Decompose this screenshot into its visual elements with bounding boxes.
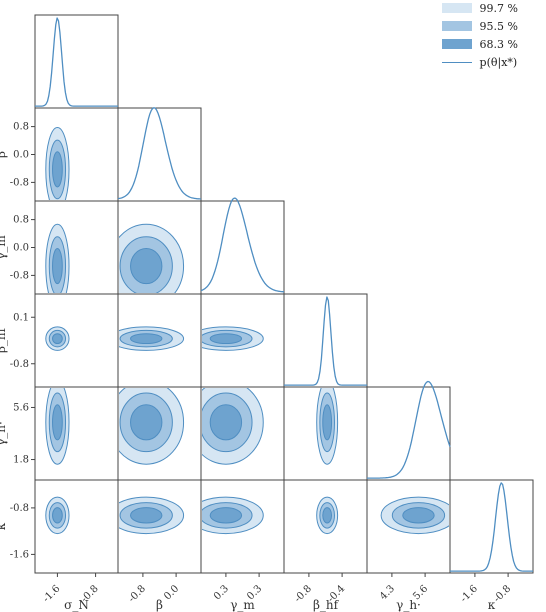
svg-text:β: β bbox=[156, 598, 163, 612]
svg-text:σ_N: σ_N bbox=[64, 598, 89, 612]
legend-label: 68.3 % bbox=[480, 38, 518, 51]
legend-item: p(θ|x*) bbox=[442, 54, 518, 70]
svg-text:0.3: 0.3 bbox=[212, 583, 231, 602]
svg-text:1.8: 1.8 bbox=[13, 455, 29, 466]
legend-swatch bbox=[442, 21, 472, 31]
svg-text:-0.8: -0.8 bbox=[10, 270, 29, 281]
corner-plot: 0.80.0-0.8β0.80.0-0.8γ_m0.1-0.8β_hf5.61.… bbox=[0, 0, 546, 612]
legend-label: 95.5 % bbox=[480, 20, 518, 33]
svg-text:0.0: 0.0 bbox=[13, 150, 29, 161]
svg-text:γ_m: γ_m bbox=[0, 235, 8, 260]
svg-text:-1.6: -1.6 bbox=[459, 583, 480, 604]
corner-plot-svg: 0.80.0-0.8β0.80.0-0.8γ_m0.1-0.8β_hf5.61.… bbox=[0, 0, 546, 612]
svg-text:κ: κ bbox=[488, 598, 496, 612]
svg-text:κ: κ bbox=[0, 522, 8, 530]
legend-swatch bbox=[442, 3, 472, 13]
legend-label: 99.7 % bbox=[480, 2, 518, 15]
legend-swatch bbox=[442, 39, 472, 49]
svg-text:-0.8: -0.8 bbox=[10, 359, 29, 370]
svg-text:-0.8: -0.8 bbox=[10, 503, 29, 514]
legend-item: 95.5 % bbox=[442, 18, 518, 34]
svg-text:γ_h·: γ_h· bbox=[396, 598, 421, 612]
svg-text:4.3: 4.3 bbox=[378, 583, 397, 602]
svg-text:β_hf: β_hf bbox=[0, 326, 8, 353]
svg-text:-0.8: -0.8 bbox=[293, 583, 314, 604]
svg-text:0.8: 0.8 bbox=[13, 122, 29, 133]
svg-text:0.8: 0.8 bbox=[13, 215, 29, 226]
svg-text:-1.6: -1.6 bbox=[10, 549, 29, 560]
svg-text:-0.8: -0.8 bbox=[10, 177, 29, 188]
svg-text:0.1: 0.1 bbox=[13, 312, 29, 323]
legend-item: 68.3 % bbox=[442, 36, 518, 52]
svg-text:-1.6: -1.6 bbox=[41, 583, 62, 604]
svg-text:β_hf: β_hf bbox=[313, 598, 340, 612]
svg-text:-0.8: -0.8 bbox=[127, 583, 148, 604]
legend-item: 99.7 % bbox=[442, 0, 518, 16]
svg-text:5.6: 5.6 bbox=[13, 402, 29, 413]
legend: 99.7 % 95.5 % 68.3 % p(θ|x*) bbox=[442, 0, 518, 70]
legend-label: p(θ|x*) bbox=[480, 56, 518, 69]
svg-text:0.0: 0.0 bbox=[162, 583, 181, 602]
svg-text:β: β bbox=[0, 151, 8, 158]
svg-text:0.0: 0.0 bbox=[13, 243, 29, 254]
legend-line bbox=[442, 62, 472, 63]
svg-text:γ_m: γ_m bbox=[230, 598, 255, 612]
svg-text:γ_h·: γ_h· bbox=[0, 421, 8, 446]
